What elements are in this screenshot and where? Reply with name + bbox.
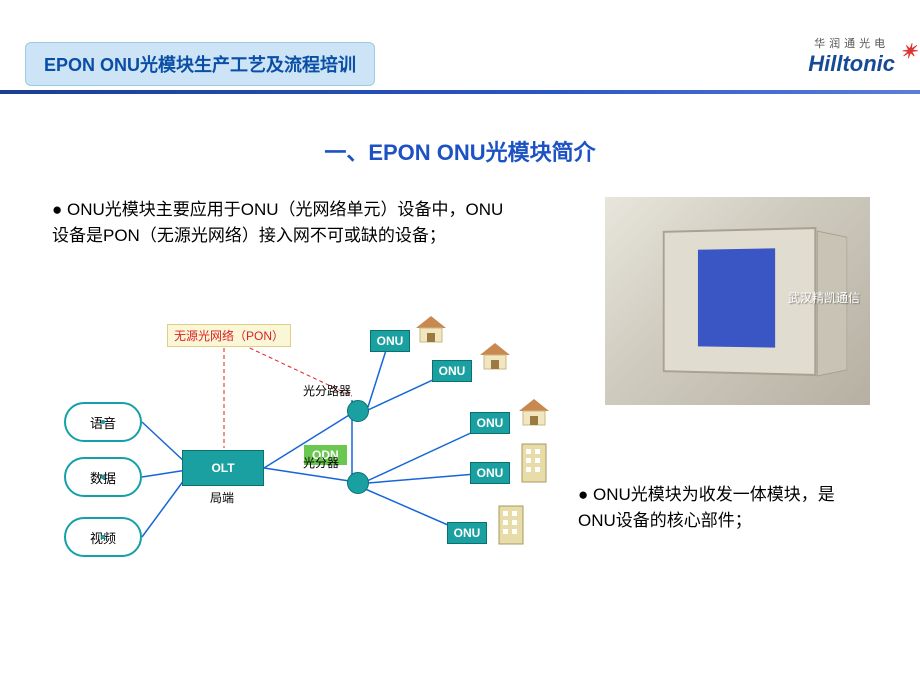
section-title: 一、EPON ONU光模块简介 — [0, 135, 920, 167]
building-icon — [520, 442, 548, 489]
device-watermark: 武汉精凯通信 — [788, 289, 860, 306]
house-icon — [478, 341, 512, 376]
network-link — [142, 422, 187, 464]
network-link — [142, 470, 187, 477]
splitter-node — [347, 400, 369, 422]
splitter-label: 光分器 — [303, 454, 339, 471]
olt-node: OLT — [182, 450, 264, 486]
network-link — [142, 476, 187, 537]
device-inner-module — [698, 248, 775, 347]
splitter-label: 光分路器 — [303, 382, 351, 399]
onu-node: ONU — [370, 330, 410, 352]
onu-node: ONU — [432, 360, 472, 382]
onu-node: ONU — [470, 462, 510, 484]
logo-english: Hilltonic ✴ — [808, 51, 895, 77]
building-icon — [497, 504, 525, 551]
onu-node: ONU — [447, 522, 487, 544]
paragraph-1: ● ONU光模块主要应用于ONU（光网络单元）设备中，ONU设备是PON（无源光… — [52, 197, 517, 248]
logo-star-icon: ✴ — [900, 39, 917, 64]
header-title-pill: EPON ONU光模块生产工艺及流程培训 — [25, 42, 375, 86]
network-link — [368, 344, 388, 407]
network-diagram: 无源光网络（PON） 语音数据视频 OLT 局端 ODN 光分路器光分器 ONU… — [52, 292, 542, 592]
house-icon — [517, 397, 551, 432]
header-divider — [0, 90, 920, 94]
cloud-voice: 语音 — [64, 402, 142, 442]
device-photo: 武汉精凯通信 — [605, 197, 870, 405]
cloud-data: 数据 — [64, 457, 142, 497]
cloud-video: 视频 — [64, 517, 142, 557]
logo-chinese: 华润通光电 — [808, 35, 895, 51]
splitter-node — [347, 472, 369, 494]
logo: 华润通光电 Hilltonic ✴ — [808, 35, 895, 77]
pon-label-box: 无源光网络（PON） — [167, 324, 291, 347]
paragraph-2: ● ONU光模块为收发一体模块，是ONU设备的核心部件； — [578, 482, 868, 533]
olt-sublabel: 局端 — [210, 489, 234, 506]
onu-node: ONU — [470, 412, 510, 434]
house-icon — [414, 314, 448, 349]
